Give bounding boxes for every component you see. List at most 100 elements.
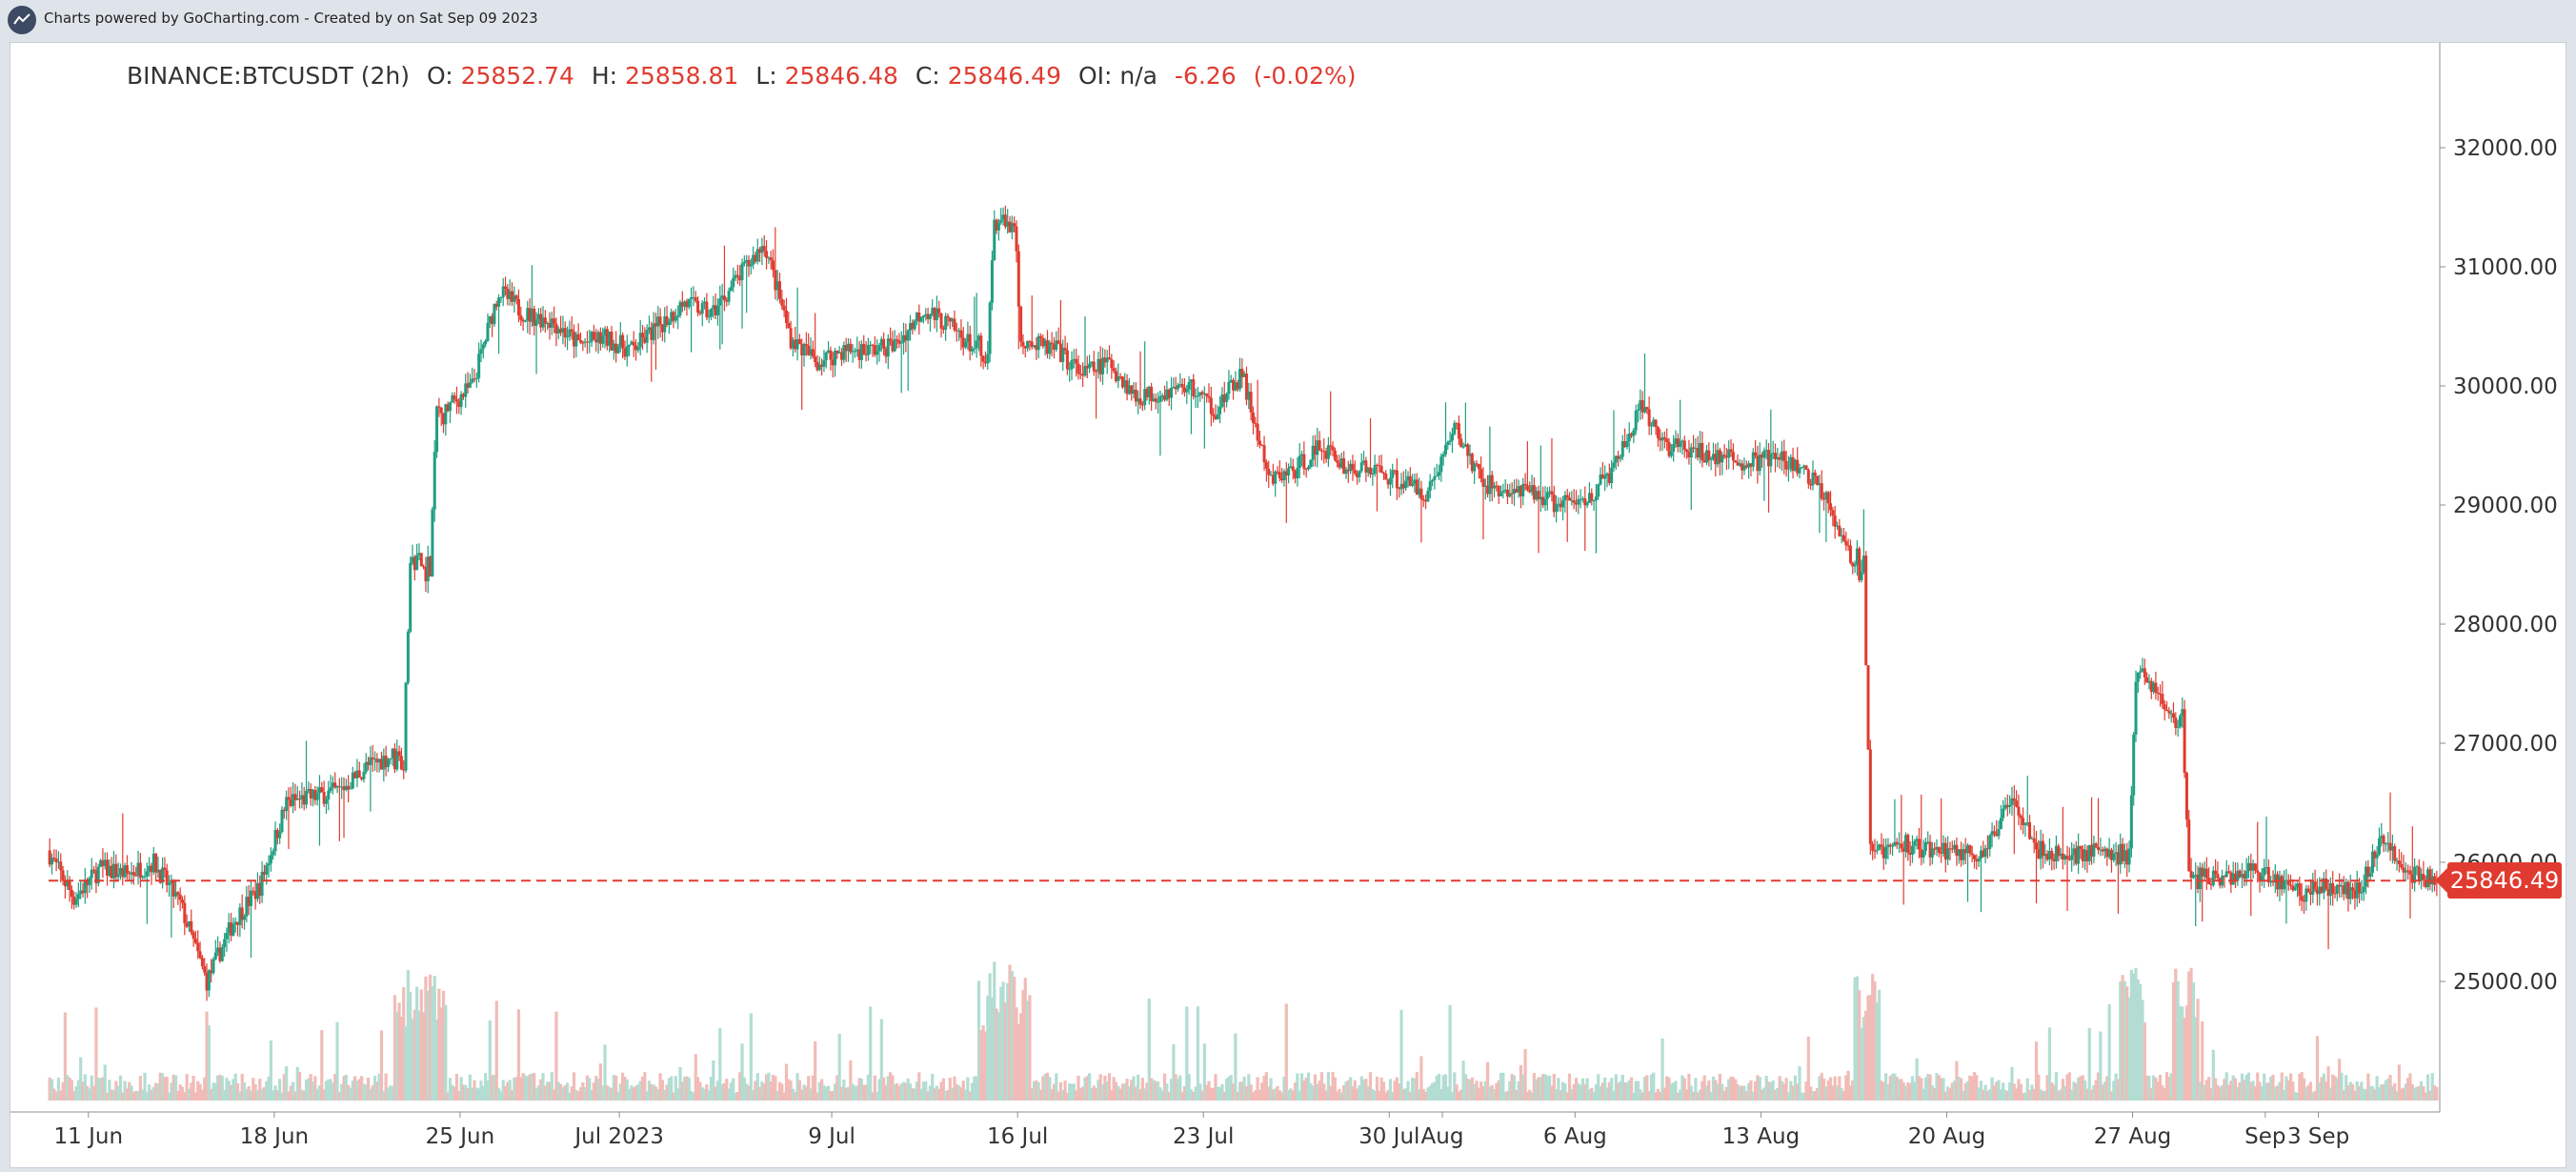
candle-body: [1085, 366, 1089, 369]
volume-bar: [1933, 1087, 1937, 1101]
candle-body: [1242, 374, 1246, 377]
volume-bar: [437, 988, 441, 1101]
volume-bar: [1138, 1088, 1142, 1101]
volume-bar: [1435, 1075, 1439, 1101]
candle-body: [2236, 870, 2240, 881]
candle-body: [295, 798, 299, 800]
volume-bar: [2015, 1088, 2019, 1101]
candle-body: [893, 339, 896, 352]
candle-body: [789, 328, 793, 349]
candle-body: [1338, 462, 1341, 468]
candle-body: [2070, 855, 2074, 860]
volume-bar: [2059, 1089, 2063, 1101]
candle-body: [225, 932, 229, 940]
candle-body: [367, 761, 371, 765]
candle-body: [966, 333, 970, 342]
volume-bar: [2079, 1076, 2083, 1101]
volume-bar: [988, 973, 992, 1101]
volume-bar: [1137, 1074, 1140, 1101]
volume-bar: [1198, 1083, 1202, 1101]
candle-body: [2121, 843, 2124, 861]
candle-body: [1705, 450, 1709, 463]
volume-bar: [1592, 1092, 1596, 1101]
volume-bar: [1127, 1086, 1132, 1101]
candle-body: [1689, 447, 1693, 458]
candle-body: [605, 329, 609, 346]
volume-bar: [519, 1077, 523, 1101]
volume-bar: [1063, 1081, 1067, 1101]
candle-body: [1858, 548, 1862, 580]
candle-body: [1138, 398, 1142, 405]
volume-bar: [1654, 1092, 1658, 1101]
candle-body: [2169, 713, 2173, 715]
volume-bar: [2176, 980, 2180, 1101]
candle-body: [2114, 852, 2118, 854]
candle-body: [1366, 467, 1370, 473]
candle-body: [2032, 838, 2036, 843]
volume-bar: [652, 1084, 655, 1101]
candle-body: [1992, 831, 1996, 834]
candle-body: [375, 758, 379, 763]
candle-body: [357, 770, 361, 778]
volume-bar: [1816, 1087, 1820, 1101]
volume-bar: [441, 990, 446, 1101]
volume-bar: [1550, 1085, 1554, 1101]
volume-bar: [1249, 1084, 1253, 1101]
candle-body: [1260, 444, 1264, 446]
candle-body: [857, 349, 861, 360]
volume-bar: [499, 1091, 503, 1101]
volume-bar: [1090, 1088, 1094, 1101]
volume-bar: [1928, 1074, 1932, 1101]
candle-body: [904, 334, 908, 341]
volume-bar: [2243, 1080, 2246, 1101]
candle-body: [2005, 804, 2009, 807]
candle-body: [570, 329, 574, 333]
price-chart[interactable]: 32000.0031000.0030000.0029000.0028000.00…: [10, 43, 2566, 1167]
candle-body: [2077, 845, 2081, 864]
candle-body: [791, 339, 795, 349]
candle-body: [136, 862, 140, 876]
volume-bar: [1868, 995, 1872, 1101]
volume-bar: [835, 1075, 839, 1101]
volume-bar: [2236, 1086, 2240, 1101]
candle-body: [1222, 394, 1226, 402]
candle-body: [404, 682, 408, 771]
candle-body: [1346, 469, 1350, 472]
candle-body: [1761, 455, 1764, 458]
volume-bar: [849, 1060, 853, 1101]
candle-body: [742, 261, 746, 264]
candle-body: [1833, 515, 1837, 527]
candle-body: [1585, 502, 1589, 506]
candle-body: [928, 314, 932, 319]
volume-bar: [335, 1021, 339, 1101]
candle-body: [774, 270, 777, 291]
candle-body: [871, 344, 875, 346]
volume-bar: [1316, 1083, 1319, 1101]
candle-body: [1928, 841, 1932, 858]
candle-body: [178, 894, 182, 900]
chart-panel[interactable]: 32000.00 31000.00 30000.00 29000.00 28000.00…: [10, 42, 2566, 1168]
volume-bar: [2280, 1072, 2284, 1101]
candle-body: [2052, 859, 2056, 861]
candle-body: [2402, 867, 2405, 873]
candle-body: [610, 332, 614, 351]
candle-body: [961, 337, 965, 348]
candle-body: [2422, 874, 2425, 880]
candle-body: [902, 334, 906, 343]
candle-body: [2326, 888, 2330, 897]
candle-body: [853, 351, 856, 353]
candle-body: [2331, 883, 2335, 894]
candle-body: [1639, 400, 1642, 410]
candle-body: [1205, 393, 1209, 396]
volume-bar: [216, 1075, 220, 1101]
volume-bar: [121, 1092, 125, 1101]
candle-body: [123, 865, 127, 878]
candle-body: [703, 301, 707, 304]
candle-body: [1816, 475, 1820, 486]
volume-bar: [1935, 1073, 1939, 1101]
volume-bar: [491, 1075, 494, 1101]
candle-body: [536, 313, 540, 320]
volume-bar: [359, 1076, 364, 1101]
volume-bar: [1634, 1081, 1638, 1101]
volume-bar: [2174, 968, 2178, 1101]
